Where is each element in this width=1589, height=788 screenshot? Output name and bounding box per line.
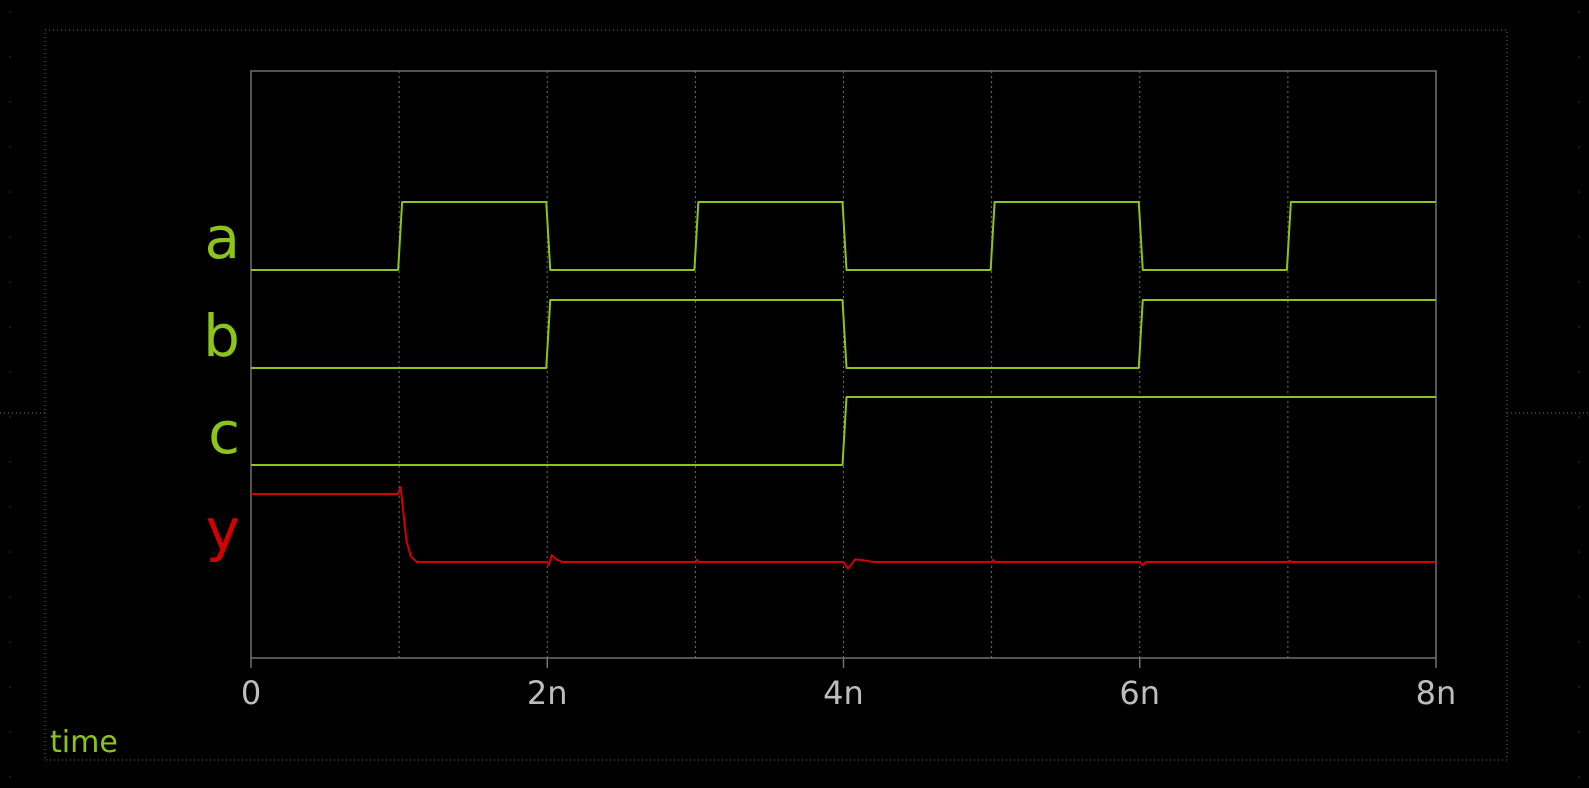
x-tick-label: 0 <box>241 674 261 712</box>
outer-frame <box>44 29 1508 761</box>
edge-dot <box>1578 11 1580 13</box>
edge-dot <box>1578 686 1580 688</box>
edge-dot <box>1578 281 1580 283</box>
x-axis-label: time <box>50 725 118 760</box>
edge-dot <box>1578 146 1580 148</box>
edge-dot <box>9 56 11 58</box>
edge-dot <box>9 551 11 553</box>
edge-dot <box>1578 326 1580 328</box>
edge-dot <box>1578 551 1580 553</box>
x-tick-label: 8n <box>1416 674 1457 712</box>
edge-dot <box>9 686 11 688</box>
edge-dot <box>1578 191 1580 193</box>
edge-dot <box>9 416 11 418</box>
edge-dot <box>9 641 11 643</box>
edge-dot <box>1578 776 1580 778</box>
edge-dot <box>1578 461 1580 463</box>
edge-dot <box>1578 236 1580 238</box>
edge-dot <box>1578 731 1580 733</box>
x-tick-label: 2n <box>527 674 568 712</box>
edge-dot <box>1578 101 1580 103</box>
signal-label-c: c <box>208 399 240 467</box>
edge-dot <box>9 776 11 778</box>
plot-area <box>250 70 1437 659</box>
edge-dot <box>9 101 11 103</box>
edge-dot <box>9 191 11 193</box>
edge-dot <box>9 281 11 283</box>
edge-dot <box>9 596 11 598</box>
edge-dot <box>9 326 11 328</box>
edge-dot <box>1578 506 1580 508</box>
trace-y <box>251 486 1436 570</box>
signal-label-y: y <box>206 496 240 564</box>
edge-dot <box>1578 56 1580 58</box>
edge-dot <box>9 11 11 13</box>
edge-dot <box>1578 416 1580 418</box>
x-tick-label: 4n <box>823 674 864 712</box>
signal-label-a: a <box>204 204 240 272</box>
edge-dot <box>9 146 11 148</box>
edge-dot <box>9 236 11 238</box>
edge-dot <box>9 461 11 463</box>
trace-a <box>251 201 1436 271</box>
trace-c <box>251 396 1436 466</box>
edge-dot <box>9 731 11 733</box>
edge-dot <box>1578 641 1580 643</box>
edge-dot <box>9 506 11 508</box>
edge-dot <box>1578 596 1580 598</box>
edge-dot <box>1578 371 1580 373</box>
edge-dot <box>9 371 11 373</box>
x-tick-label: 6n <box>1119 674 1160 712</box>
signal-label-b: b <box>203 302 240 370</box>
trace-b <box>251 299 1436 369</box>
